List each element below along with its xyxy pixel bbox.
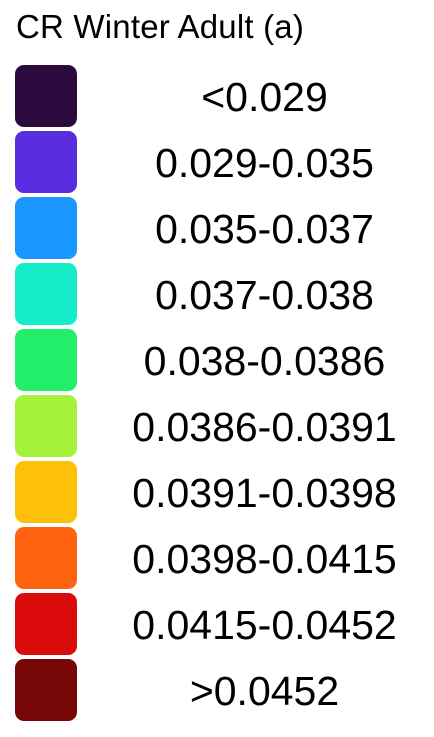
legend-swatch [15, 65, 77, 127]
legend-item: 0.0386-0.0391 [0, 394, 434, 460]
legend-item: >0.0452 [0, 658, 434, 724]
legend-swatch [15, 659, 77, 721]
legend-item: 0.0415-0.0452 [0, 592, 434, 658]
legend-item: 0.035-0.037 [0, 196, 434, 262]
legend-range-label: 0.035-0.037 [155, 206, 374, 252]
legend-swatch [15, 329, 77, 391]
legend-swatch [15, 461, 77, 523]
legend-item: 0.029-0.035 [0, 130, 434, 196]
legend-range-label: 0.0386-0.0391 [132, 404, 397, 450]
legend-title: CR Winter Adult (a) [16, 8, 305, 45]
legend-swatch [15, 197, 77, 259]
legend-range-label: 0.0398-0.0415 [132, 536, 397, 582]
legend-range-label: <0.029 [201, 74, 328, 120]
legend-range-label: >0.0452 [189, 668, 340, 714]
legend-swatch [15, 131, 77, 193]
legend-range-label: 0.0415-0.0452 [132, 602, 397, 648]
legend-swatch [15, 593, 77, 655]
legend-item: <0.029 [0, 64, 434, 130]
legend-swatch [15, 395, 77, 457]
legend-item: 0.0391-0.0398 [0, 460, 434, 526]
legend-range-label: 0.038-0.0386 [143, 338, 386, 384]
legend-swatch [15, 263, 77, 325]
legend-swatch [15, 527, 77, 589]
legend-item: 0.037-0.038 [0, 262, 434, 328]
legend-item: 0.038-0.0386 [0, 328, 434, 394]
legend-range-label: 0.0391-0.0398 [132, 470, 397, 516]
legend-range-label: 0.029-0.035 [155, 140, 374, 186]
legend-range-label: 0.037-0.038 [155, 272, 374, 318]
legend-items: <0.029 0.029-0.035 0.035-0.037 0.037-0.0… [0, 64, 434, 724]
legend-item: 0.0398-0.0415 [0, 526, 434, 592]
